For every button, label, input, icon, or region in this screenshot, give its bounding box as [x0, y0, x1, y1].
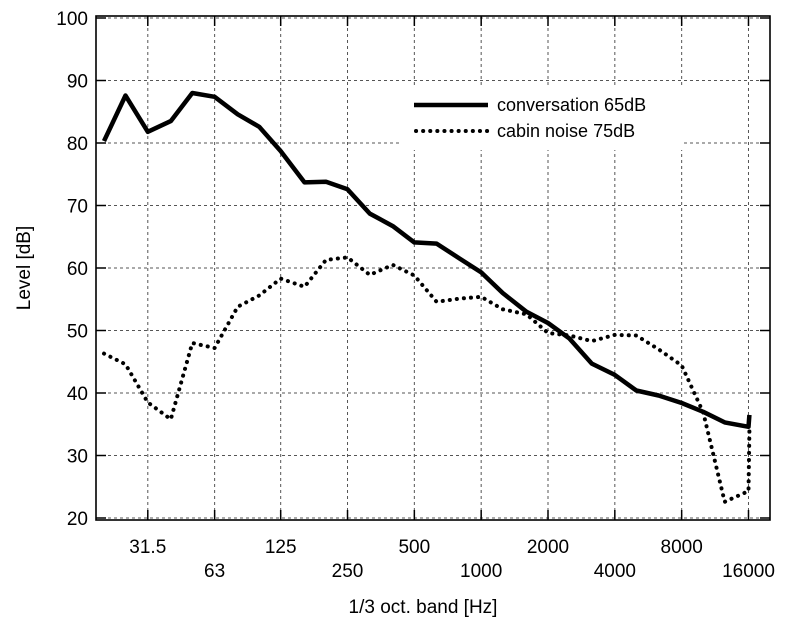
y-tick-label: 90 [67, 72, 88, 93]
x-tick-label: 2000 [527, 537, 569, 558]
legend-background [402, 86, 684, 150]
series-lines [101, 90, 752, 504]
x-tick-label: 16000 [722, 561, 775, 582]
y-tick-label: 50 [67, 322, 88, 343]
x-tick-label: 31.5 [129, 537, 166, 558]
x-tick-label: 125 [265, 537, 297, 558]
series-line-cabin-noise [102, 255, 752, 504]
y-tick-label: 30 [67, 447, 88, 468]
y-tick-label: 40 [67, 384, 88, 405]
x-tick-label: 8000 [661, 537, 703, 558]
legend-label-cabin-noise: cabin noise 75dB [497, 121, 635, 141]
series-line-conversation [101, 90, 752, 430]
y-tick-label: 100 [56, 9, 88, 30]
x-axis-title: 1/3 oct. band [Hz] [349, 597, 498, 618]
y-tick-label: 80 [67, 134, 88, 155]
legend-label-conversation: conversation 65dB [497, 95, 646, 115]
y-tick-label: 20 [67, 509, 88, 530]
y-tick-label: 70 [67, 197, 88, 218]
y-axis-title: Level [dB] [14, 226, 35, 311]
axis-ticks: 20 30 40 50 60 70 80 90 100 31.5 63 125 250 500 1000 20… [56, 9, 775, 582]
x-tick-label: 250 [332, 561, 364, 582]
x-tick-label: 63 [204, 561, 225, 582]
legend: conversation 65dB cabin noise 75dB [402, 86, 684, 150]
x-tick-label: 4000 [594, 561, 636, 582]
y-tick-label: 60 [67, 259, 88, 280]
x-tick-label: 500 [398, 537, 430, 558]
x-tick-label: 1000 [460, 561, 502, 582]
